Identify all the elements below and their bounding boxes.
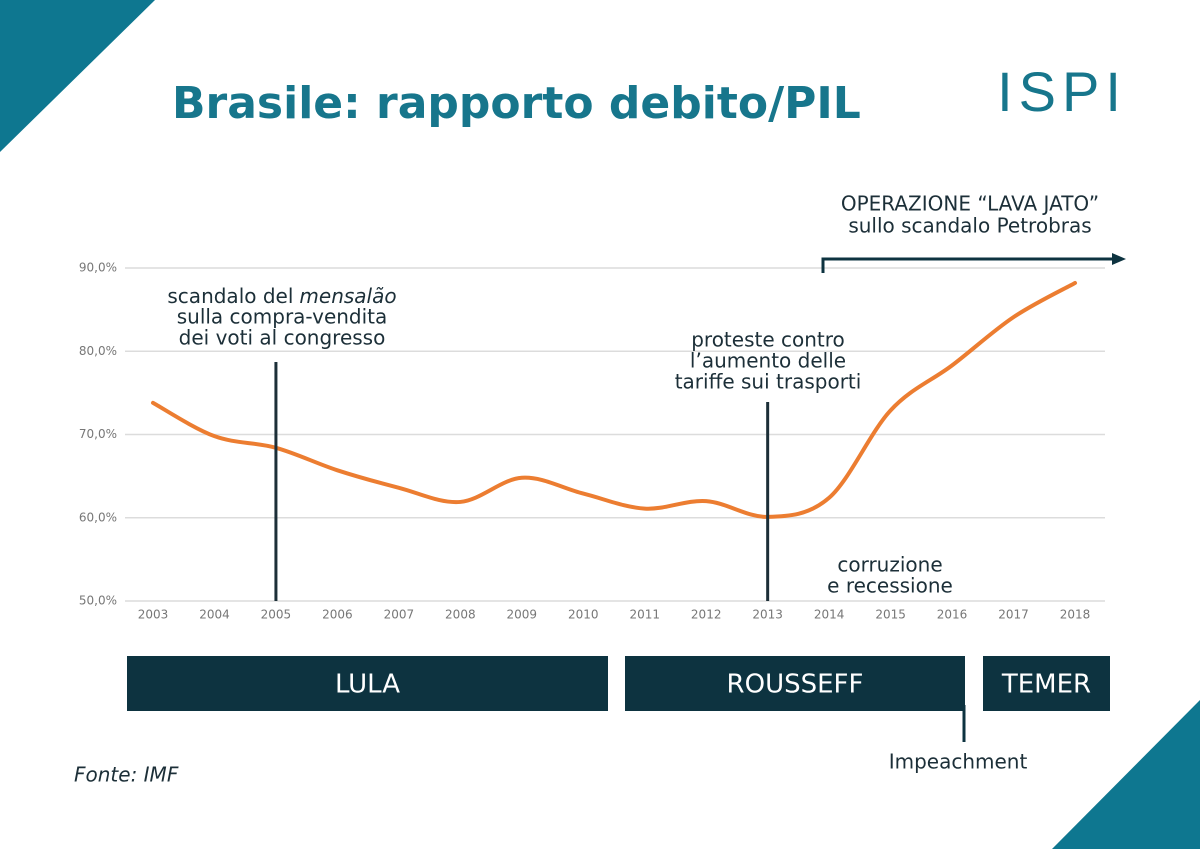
y-tick-label: 50,0%	[79, 594, 117, 608]
x-tick-label: 2014	[814, 608, 845, 622]
period-label: ROUSSEFF	[727, 670, 864, 700]
annotation: Impeachment	[889, 750, 1028, 774]
y-tick-label: 80,0%	[79, 344, 117, 358]
annotation: corruzione	[837, 553, 942, 577]
x-tick-label: 2017	[998, 608, 1029, 622]
x-tick-label: 2003	[138, 608, 169, 622]
period-bar	[127, 656, 608, 711]
x-tick-label: 2015	[875, 608, 906, 622]
annotation: scandalo del mensalão	[167, 284, 396, 308]
x-tick-label: 2005	[261, 608, 292, 622]
line-series	[151, 280, 1077, 519]
annotation: proteste contro	[691, 328, 845, 352]
y-tick-label: 60,0%	[79, 510, 117, 524]
period-bar	[625, 656, 965, 711]
x-tick-label: 2010	[568, 608, 599, 622]
period-bar	[983, 656, 1110, 711]
annotation: dei voti al congresso	[179, 326, 386, 350]
y-tick-label: 90,0%	[79, 261, 117, 275]
x-tick-label: 2011	[629, 608, 660, 622]
annotation-text: scandalo del	[167, 284, 293, 308]
logo: ISPI	[997, 60, 1127, 123]
corner-decoration	[1052, 700, 1200, 849]
period-label: TEMER	[1001, 670, 1091, 700]
annotation: OPERAZIONE “LAVA JATO”	[841, 192, 1099, 216]
x-tick-label: 2013	[752, 608, 783, 622]
x-tick-label: 2009	[507, 608, 538, 622]
x-tick-label: 2012	[691, 608, 722, 622]
annotation: tariffe sui trasporti	[675, 370, 862, 394]
x-tick-label: 2007	[384, 608, 415, 622]
x-tick-label: 2008	[445, 608, 476, 622]
annotation: e recessione	[827, 574, 953, 598]
chart-title: Brasile: rapporto debito/PIL	[172, 78, 861, 129]
arrow-head	[1112, 253, 1126, 265]
corner-decoration	[0, 0, 155, 152]
x-tick-label: 2016	[937, 608, 968, 622]
x-tick-label: 2004	[199, 608, 230, 622]
annotation: sullo scandalo Petrobras	[848, 214, 1091, 238]
annotation-emphasis: mensalão	[299, 284, 396, 308]
annotation: sulla compra-vendita	[177, 305, 388, 329]
annotation: l’aumento delle	[690, 349, 846, 373]
period-label: LULA	[335, 670, 400, 700]
x-tick-label: 2018	[1060, 608, 1091, 622]
source: Fonte: IMF	[74, 763, 179, 787]
y-tick-label: 70,0%	[79, 427, 117, 441]
arrow	[821, 257, 1112, 273]
x-tick-label: 2006	[322, 608, 353, 622]
